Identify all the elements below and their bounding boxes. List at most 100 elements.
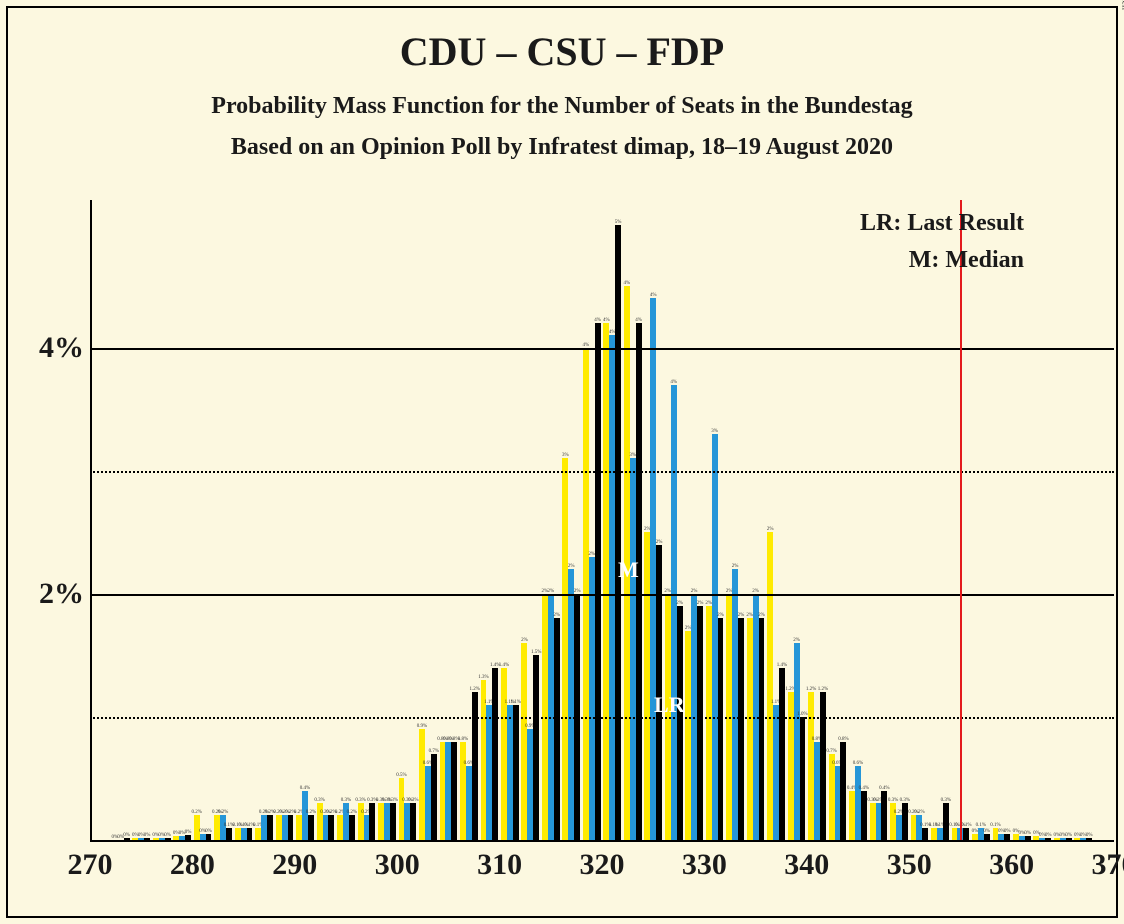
x-tick-label: 270 (68, 848, 113, 882)
bar-black: 2% (738, 618, 744, 840)
bar-value-label: 2% (738, 613, 745, 618)
bar-value-label: 0% (1045, 833, 1052, 838)
copyright-text: © 2020 Filip van Laenen (1119, 0, 1124, 10)
bar-value-label: 1.2% (818, 687, 828, 692)
bar-black: 0.7% (431, 754, 437, 840)
x-tick-label: 310 (477, 848, 522, 882)
bar-value-label: 4% (623, 281, 630, 286)
bar-value-label: 0.2% (192, 810, 202, 815)
bar-black: 4% (595, 323, 601, 840)
bar-value-label: 0.2% (218, 810, 228, 815)
bar-value-label: 0.3% (341, 798, 351, 803)
bar-black: 0.3% (943, 803, 949, 840)
bar-value-label: 2% (697, 601, 704, 606)
legend-last-result: LR: Last Result (860, 210, 1024, 237)
x-axis-line (90, 840, 1114, 842)
bar-black: 0.2% (328, 815, 334, 840)
bar-value-label: 0% (205, 829, 212, 834)
bar-value-label: 2% (758, 613, 765, 618)
median-mark: M (618, 557, 639, 583)
bar-value-label: 0.8% (838, 737, 848, 742)
bar-value-label: 4% (594, 318, 601, 323)
bar-value-label: 0% (1024, 831, 1031, 836)
bar-black: 0.1% (963, 828, 969, 840)
bar-value-label: 0% (1004, 829, 1011, 834)
bar-black: 2% (697, 606, 703, 840)
bar-value-label: 3% (562, 453, 569, 458)
bar-value-label: 0% (983, 829, 990, 834)
bar-value-label: 1.4% (777, 663, 787, 668)
bar-value-label: 2% (767, 527, 774, 532)
bar-value-label: 0.1% (976, 823, 986, 828)
bar-black: 0.4% (861, 791, 867, 840)
x-tick-label: 370 (1092, 848, 1124, 882)
bar-value-label: 2% (793, 638, 800, 643)
bar-value-label: 0.1% (990, 823, 1000, 828)
bar-value-label: 0.3% (900, 798, 910, 803)
bar-value-label: 2% (676, 601, 683, 606)
bar-value-label: 0.9% (417, 724, 427, 729)
x-tick-label: 330 (682, 848, 727, 882)
x-tick-label: 320 (580, 848, 625, 882)
bar-black: 0.2% (288, 815, 294, 840)
bar-value-label: 4% (603, 318, 610, 323)
bar-value-label: 0% (144, 833, 151, 838)
bar-black: 1.2% (820, 692, 826, 840)
bar-value-label: 4% (650, 293, 657, 298)
bar-black: 0.4% (881, 791, 887, 840)
bar-value-label: 0.3% (888, 798, 898, 803)
bar-black: 1.0% (800, 717, 806, 840)
bar-value-label: 0.3% (408, 798, 418, 803)
bar-black: 0.2% (349, 815, 355, 840)
chart-area: 0%0%0%0%0%0%0%0%0%0%0%0%0.2%0%0%0.2%0.2%… (90, 200, 1114, 840)
bar-value-label: 1.1% (511, 700, 521, 705)
bar-value-label: 3% (711, 429, 718, 434)
bar-value-label: 1.5% (531, 650, 541, 655)
bar-black: 2% (554, 618, 560, 840)
bar-value-label: 0% (1065, 833, 1072, 838)
bar-value-label: 5% (615, 220, 622, 225)
bar-black: 1.1% (513, 705, 519, 840)
x-tick-label: 340 (784, 848, 829, 882)
bar-value-label: 0.3% (941, 798, 951, 803)
bar-value-label: 0% (164, 833, 171, 838)
bar-value-label: 2% (521, 638, 528, 643)
bar-black: 0.1% (247, 828, 253, 840)
bar-value-label: 2% (656, 540, 663, 545)
bar-value-label: 4% (635, 318, 642, 323)
bar-value-label: 0% (1086, 833, 1093, 838)
bar-value-label: 0.6% (853, 761, 863, 766)
bar-black: 1.4% (492, 668, 498, 840)
bar-value-label: 0.3% (314, 798, 324, 803)
bar-black: 1.4% (779, 668, 785, 840)
bar-value-label: 1.2% (470, 687, 480, 692)
bar-value-label: 0.2% (306, 810, 316, 815)
x-tick-label: 300 (375, 848, 420, 882)
bar-value-label: 0.1% (961, 823, 971, 828)
legend-median: M: Median (860, 247, 1024, 274)
bar-black: 0.1% (226, 828, 232, 840)
bar-value-label: 0.3% (355, 798, 365, 803)
x-tick-label: 360 (989, 848, 1034, 882)
bar-value-label: 0.3% (388, 798, 398, 803)
bar-value-label: 2% (553, 613, 560, 618)
bar-value-label: 0.4% (859, 786, 869, 791)
bar-value-label: 1.3% (478, 675, 488, 680)
bar-value-label: 0.4% (300, 786, 310, 791)
bar-value-label: 0% (185, 830, 192, 835)
last-result-mark: LR (654, 692, 685, 718)
bar-black: 0.3% (410, 803, 416, 840)
bar-black: 5% (615, 225, 621, 840)
bar-value-label: 0.7% (826, 749, 836, 754)
bar-value-label: 0.2% (914, 810, 924, 815)
y-tick-label: 4% (39, 331, 84, 365)
x-axis-labels: 270280290300310320330340350360370 (90, 848, 1114, 888)
bar-black: 0.3% (902, 803, 908, 840)
bar-black: 0.8% (840, 742, 846, 840)
bar-value-label: 2% (732, 564, 739, 569)
bar-value-label: 1.4% (499, 663, 509, 668)
bar-black: 0.8% (451, 742, 457, 840)
bar-black: 2% (759, 618, 765, 840)
bar-value-label: 2% (568, 564, 575, 569)
bar-value-label: 0.2% (347, 810, 357, 815)
